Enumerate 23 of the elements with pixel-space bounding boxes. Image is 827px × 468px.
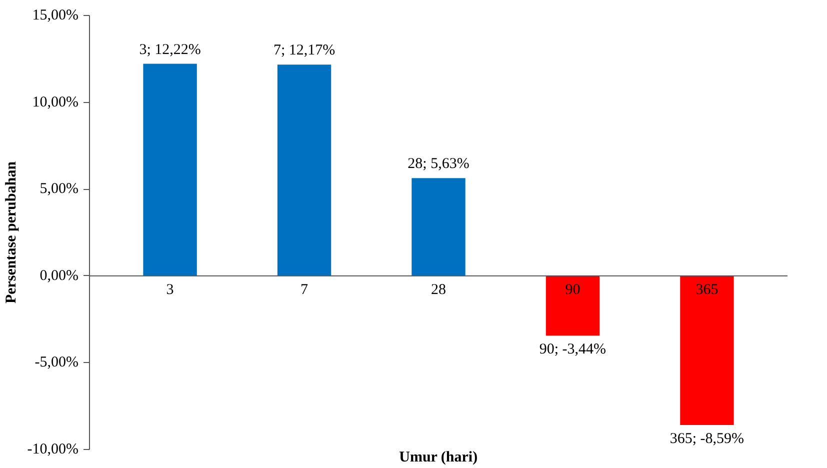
bar (277, 64, 332, 276)
data-label: 90; -3,44% (539, 342, 606, 358)
x-tick-label: 7 (300, 282, 309, 298)
x-tick-label: 90 (565, 282, 580, 298)
y-tick-label: 15,00% (32, 8, 79, 24)
x-tick-label: 28 (431, 282, 446, 298)
y-axis-title: Persentase perubahan (3, 160, 20, 304)
y-tick-label: 0,00% (40, 268, 79, 284)
y-tick-label: -10,00% (27, 442, 79, 458)
data-label: 365; -8,59% (670, 431, 744, 448)
data-label: 28; 5,63% (408, 156, 470, 172)
bar (143, 64, 197, 276)
y-tick-label: 10,00% (32, 94, 79, 110)
bar (680, 276, 734, 426)
data-label: 7; 12,17% (273, 42, 336, 59)
x-tick-label: 3 (166, 282, 174, 298)
bar (546, 276, 600, 336)
x-tick-label: 365 (696, 282, 718, 298)
data-label: 3; 12,22% (139, 42, 201, 58)
y-tick-label: -5,00% (34, 354, 79, 371)
bar (412, 178, 466, 276)
y-tick-label: 5,00% (40, 181, 79, 198)
x-axis-title: Umur (hari) (399, 450, 478, 466)
